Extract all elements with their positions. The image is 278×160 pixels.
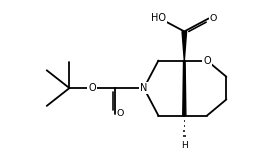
Text: HO: HO [151, 13, 166, 24]
Polygon shape [183, 61, 186, 116]
Text: H: H [181, 141, 188, 150]
Text: O: O [203, 56, 211, 66]
Polygon shape [182, 32, 187, 61]
Text: O: O [88, 83, 96, 93]
Text: O: O [210, 14, 217, 23]
Text: O: O [117, 109, 124, 119]
Text: N: N [140, 83, 148, 93]
